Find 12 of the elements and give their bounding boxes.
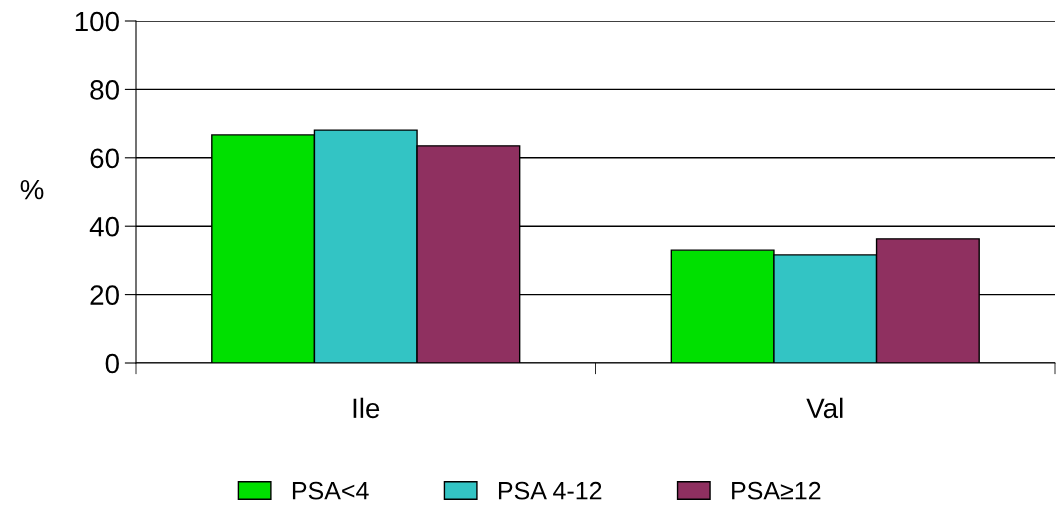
legend-label: PSA<4	[292, 481, 369, 500]
y-tick-label: 40	[89, 216, 119, 237]
y-tick-label: 80	[90, 80, 119, 100]
legend-label: PSA≥12	[732, 481, 821, 500]
y-tick-label: 0	[105, 353, 119, 374]
legend-label: PSA 4-12	[498, 481, 602, 500]
x-tick-label: Ile	[353, 397, 380, 419]
y-tick-label: 100	[75, 11, 119, 32]
x-tick-label: Val	[806, 397, 843, 419]
y-tick-label: 60	[90, 148, 119, 169]
y-tick-label: 20	[90, 285, 119, 305]
y-axis-title: %	[20, 179, 44, 200]
